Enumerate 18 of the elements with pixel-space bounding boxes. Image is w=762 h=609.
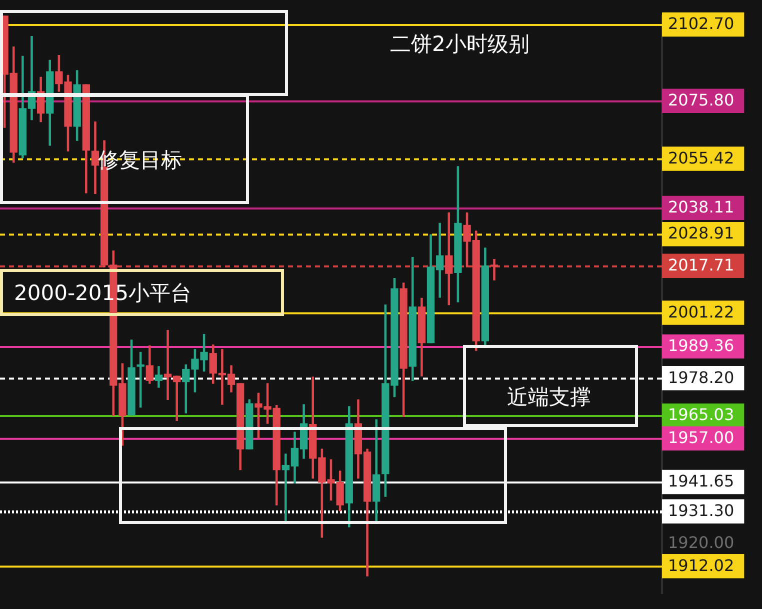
candlestick bbox=[490, 259, 498, 280]
y-tick-label: 1989.36 bbox=[668, 336, 734, 356]
y-tick-label: 2017.71 bbox=[668, 256, 734, 275]
y-tick-label: 2055.42 bbox=[668, 148, 734, 168]
y-tick-label: 1941.65 bbox=[668, 472, 734, 491]
annotation: 二饼2小时级别 bbox=[390, 31, 530, 58]
y-tick-label: 1920.00 bbox=[668, 533, 734, 552]
y-tick-label: 2102.70 bbox=[668, 14, 734, 34]
y-tick-label: 2028.91 bbox=[668, 224, 734, 243]
y-tick-label: 2075.80 bbox=[668, 90, 734, 110]
y-tick-label: 2038.11 bbox=[668, 198, 734, 217]
y-tick-label: 2001.22 bbox=[668, 302, 734, 322]
y-tick-label: 1912.02 bbox=[668, 556, 734, 575]
y-tick-label: 1931.30 bbox=[668, 501, 734, 520]
y-tick-label: 1965.03 bbox=[668, 405, 734, 424]
annotation: 近端支撑 bbox=[507, 384, 591, 411]
y-tick-label: 1957.00 bbox=[668, 428, 734, 448]
y-tick-label: 1978.20 bbox=[668, 368, 734, 387]
